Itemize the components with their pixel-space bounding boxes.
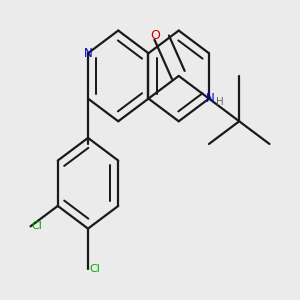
Text: O: O (150, 28, 160, 42)
Text: N: N (206, 92, 215, 105)
Text: N: N (84, 47, 92, 60)
Text: Cl: Cl (89, 264, 100, 274)
Text: H: H (216, 97, 224, 106)
Text: Cl: Cl (32, 221, 43, 231)
